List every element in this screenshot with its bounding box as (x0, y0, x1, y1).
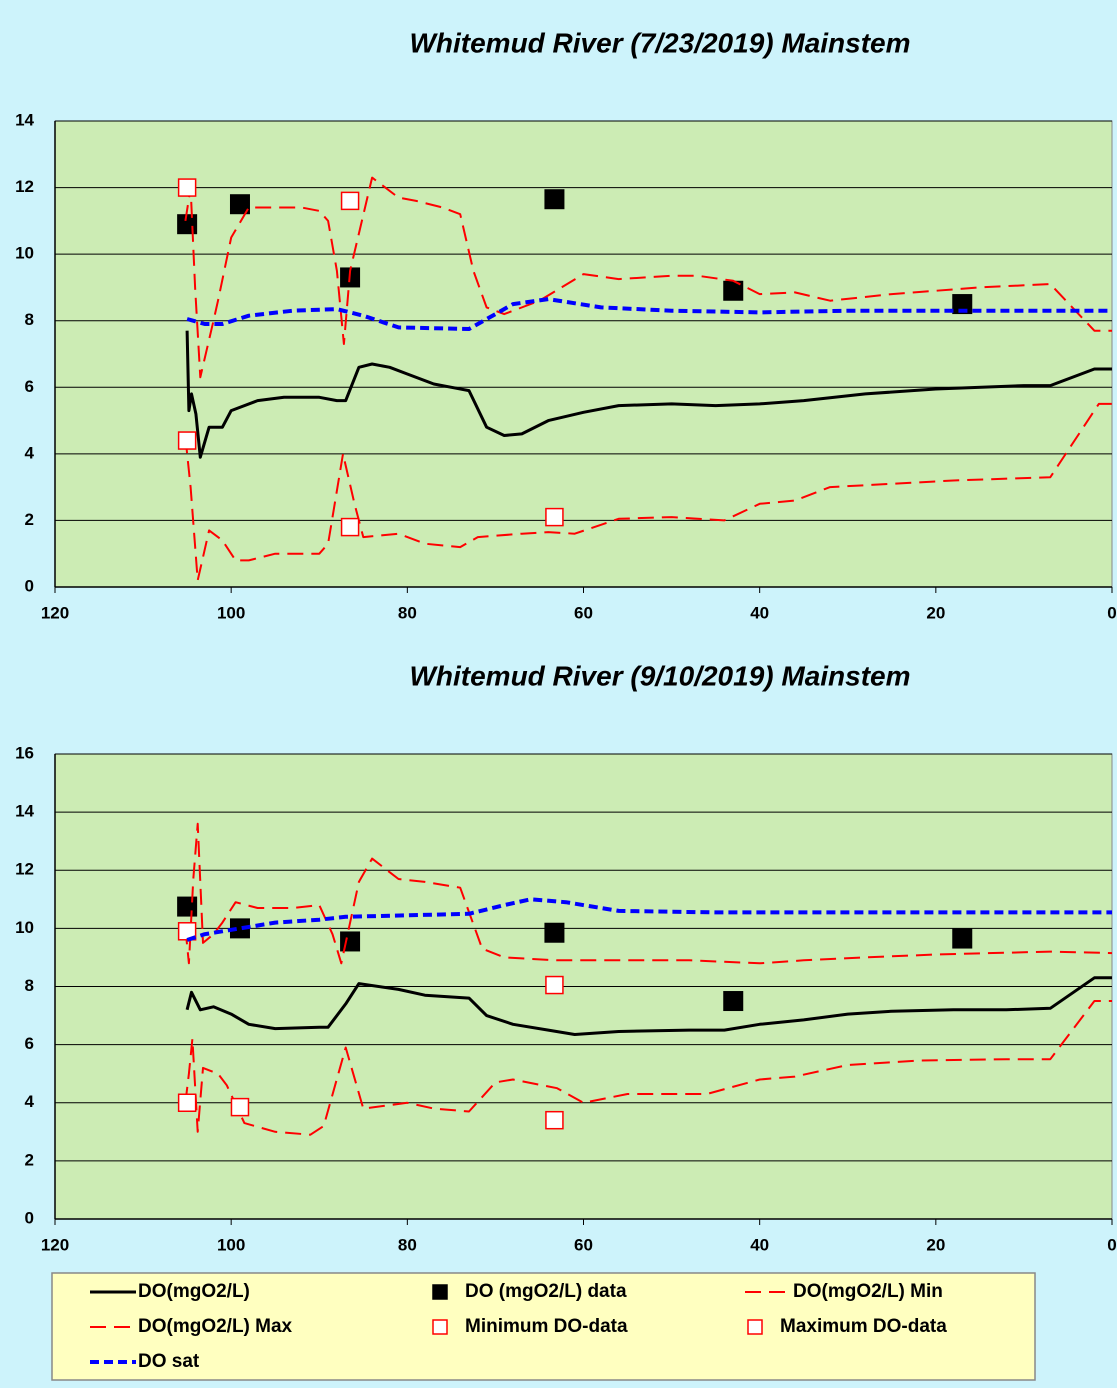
y-tick-label: 0 (25, 1208, 34, 1227)
data-point (340, 517, 360, 537)
x-tick-label: 20 (926, 603, 945, 622)
data-point (177, 896, 198, 917)
y-tick-label: 4 (25, 443, 35, 462)
y-tick-label: 14 (15, 802, 34, 821)
y-tick-label: 8 (25, 976, 34, 995)
legend-label: DO(mgO2/L) Max (138, 1316, 293, 1337)
series-line (184, 822, 1113, 965)
data-point (952, 928, 973, 949)
y-tick-label: 6 (25, 377, 34, 396)
data-point (723, 991, 744, 1012)
x-tick-label: 20 (926, 1235, 945, 1254)
data-point (545, 1110, 564, 1130)
legend-swatch (432, 1284, 448, 1300)
y-tick-label: 0 (25, 576, 34, 595)
legend-label: Minimum DO-data (465, 1316, 628, 1337)
x-tick-label: 120 (41, 603, 69, 622)
series-line (186, 897, 1112, 942)
x-tick-label: 100 (217, 1235, 245, 1254)
data-point (230, 1097, 250, 1117)
x-tick-label: 60 (574, 603, 593, 622)
x-tick-label: 0 (1107, 603, 1116, 622)
x-tick-label: 40 (750, 603, 769, 622)
data-point (177, 1093, 197, 1112)
x-tick-label: 120 (41, 1235, 69, 1254)
legend-label: DO (mgO2/L) data (465, 1281, 627, 1302)
data-point (229, 194, 250, 215)
data-point (340, 931, 361, 952)
x-tick-label: 60 (574, 1235, 593, 1254)
data-point (544, 189, 565, 210)
legend-label: DO(mgO2/L) (138, 1281, 250, 1302)
data-point (340, 191, 360, 211)
x-tick-label: 100 (217, 603, 245, 622)
legend-box (51, 1272, 1036, 1381)
chart-title: Whitemud River (7/23/2019) Mainstem (409, 27, 910, 58)
series-line (185, 976, 1112, 1036)
chart-title: Whitemud River (9/10/2019) Mainstem (409, 660, 910, 691)
y-tick-label: 10 (15, 918, 34, 937)
data-point (545, 975, 564, 995)
legend-swatch (432, 1319, 448, 1335)
y-tick-label: 4 (25, 1092, 35, 1111)
legend-label: Maximum DO-data (780, 1316, 947, 1337)
x-tick-label: 0 (1107, 1235, 1116, 1254)
y-tick-label: 2 (25, 1150, 34, 1169)
y-tick-label: 14 (15, 110, 34, 129)
series-line (184, 1000, 1112, 1136)
series-line (186, 297, 1112, 331)
y-tick-label: 12 (15, 860, 34, 879)
data-point (177, 431, 197, 450)
y-tick-label: 2 (25, 510, 34, 529)
plot-area (54, 120, 1113, 588)
x-tick-label: 80 (398, 1235, 417, 1254)
legend-label: DO(mgO2/L) Min (793, 1281, 943, 1302)
x-tick-label: 40 (750, 1235, 769, 1254)
data-point (177, 214, 198, 235)
y-tick-label: 6 (25, 1034, 34, 1053)
data-point (545, 507, 564, 527)
legend-swatch (747, 1319, 763, 1335)
y-tick-label: 12 (15, 177, 34, 196)
y-tick-label: 8 (25, 310, 34, 329)
legend-label: DO sat (138, 1351, 200, 1372)
y-tick-label: 16 (15, 743, 34, 762)
y-tick-label: 10 (15, 244, 34, 263)
x-tick-label: 80 (398, 603, 417, 622)
series-line (185, 330, 1112, 459)
series-line (184, 176, 1112, 379)
series-line (184, 402, 1112, 582)
data-point (544, 922, 565, 943)
data-point (177, 178, 197, 197)
